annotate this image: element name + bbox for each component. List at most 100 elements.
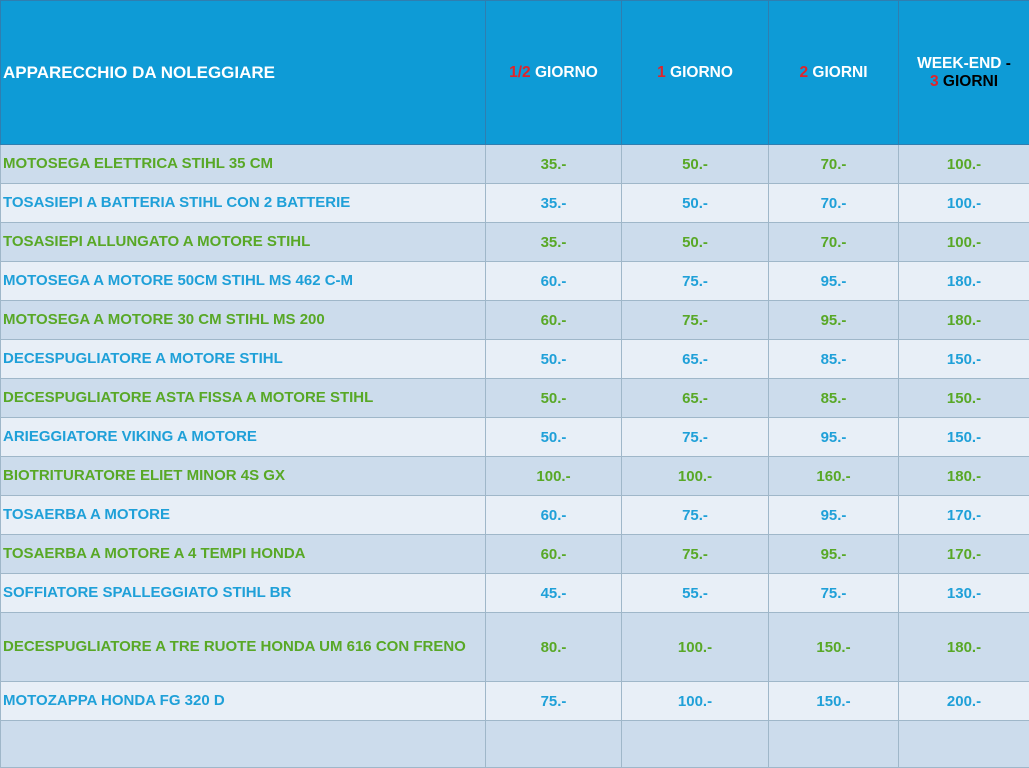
price-one-day: 65.-: [621, 378, 769, 418]
header-weekend: WEEK-END - 3 GIORNI: [898, 0, 1029, 145]
price-half-day: 60.-: [485, 534, 622, 574]
price-weekend: 180.-: [898, 300, 1029, 340]
header-two-days: 2 GIORNI: [768, 0, 899, 145]
price-weekend: 170.-: [898, 534, 1029, 574]
price-weekend: 150.-: [898, 339, 1029, 379]
header-half-day-number: 1/2: [509, 63, 531, 81]
price-half-day: 45.-: [485, 573, 622, 613]
price-two-days: 160.-: [768, 456, 899, 496]
price-weekend: 170.-: [898, 495, 1029, 535]
header-item: APPARECCHIO DA NOLEGGIARE: [0, 0, 486, 145]
header-one-day: 1 GIORNO: [621, 0, 769, 145]
price-half-day: 50.-: [485, 378, 622, 418]
price-weekend: 150.-: [898, 378, 1029, 418]
price-one-day: 50.-: [621, 183, 769, 223]
price-two-days: 70.-: [768, 222, 899, 262]
item-name: TOSASIEPI A BATTERIA STIHL CON 2 BATTERI…: [0, 183, 486, 223]
price-half-day: 100.-: [485, 456, 622, 496]
price-one-day: 100.-: [621, 456, 769, 496]
price-two-days: 95.-: [768, 261, 899, 301]
price-half-day: 50.-: [485, 417, 622, 457]
header-one-day-label: GIORNO: [670, 63, 733, 81]
price-half-day: 35.-: [485, 222, 622, 262]
item-name: SOFFIATORE SPALLEGGIATO STIHL BR: [0, 573, 486, 613]
price-one-day: 65.-: [621, 339, 769, 379]
price-weekend: 180.-: [898, 261, 1029, 301]
item-name: MOTOZAPPA HONDA FG 320 D: [0, 681, 486, 721]
item-name: DECESPUGLIATORE A MOTORE STIHL: [0, 339, 486, 379]
price-two-days: 85.-: [768, 339, 899, 379]
table-row: MOTOZAPPA HONDA FG 320 D 75.- 100.- 150.- 20…: [0, 681, 1029, 721]
price-half-day: 50.-: [485, 339, 622, 379]
price-two-days: 95.-: [768, 417, 899, 457]
table-row: TOSAERBA A MOTORE A 4 TEMPI HONDA 60.- 75.…: [0, 534, 1029, 574]
price-one-day: 75.-: [621, 495, 769, 535]
price-two-days: 95.-: [768, 300, 899, 340]
price-weekend: 150.-: [898, 417, 1029, 457]
price-two-days: 75.-: [768, 573, 899, 613]
item-name: DECESPUGLIATORE ASTA FISSA A MOTORE STIH…: [0, 378, 486, 418]
price-one-day: 75.-: [621, 417, 769, 457]
table-row: TOSASIEPI ALLUNGATO A MOTORE STIHL 35.- 50…: [0, 222, 1029, 262]
price-weekend: 100.-: [898, 183, 1029, 223]
table-row: ARIEGGIATORE VIKING A MOTORE 50.- 75.- 95.-…: [0, 417, 1029, 457]
item-name: TOSASIEPI ALLUNGATO A MOTORE STIHL: [0, 222, 486, 262]
table-row: MOTOSEGA ELETTRICA STIHL 35 CM 35.- 50.- 70…: [0, 144, 1029, 184]
table-row: BIOTRITURATORE ELIET MINOR 4S GX 100.- 100…: [0, 456, 1029, 496]
item-name: ARIEGGIATORE VIKING A MOTORE: [0, 417, 486, 457]
price-two-days: 95.-: [768, 534, 899, 574]
price-weekend: 100.-: [898, 144, 1029, 184]
table-header-row: APPARECCHIO DA NOLEGGIARE 1/2 GIORNO 1 G…: [0, 0, 1029, 145]
price-two-days: 85.-: [768, 378, 899, 418]
price-weekend: 200.-: [898, 681, 1029, 721]
price-one-day: 100.-: [621, 681, 769, 721]
price-one-day: 75.-: [621, 261, 769, 301]
price-one-day: 50.-: [621, 144, 769, 184]
price-one-day: 75.-: [621, 300, 769, 340]
price-one-day: 75.-: [621, 534, 769, 574]
price-two-days: 95.-: [768, 495, 899, 535]
price-two-days: 70.-: [768, 144, 899, 184]
header-half-day: 1/2 GIORNO: [485, 0, 622, 145]
table-row: DECESPUGLIATORE A MOTORE STIHL 50.- 65.- 85…: [0, 339, 1029, 379]
price-weekend: 180.-: [898, 456, 1029, 496]
price-one-day: 100.-: [621, 612, 769, 682]
price-half-day: 35.-: [485, 144, 622, 184]
price-half-day: 35.-: [485, 183, 622, 223]
price-half-day: 60.-: [485, 495, 622, 535]
header-two-days-number: 2: [799, 63, 809, 81]
price-half-day: 80.-: [485, 612, 622, 682]
header-item-label: APPARECCHIO DA NOLEGGIARE: [3, 62, 276, 82]
item-name: MOTOSEGA ELETTRICA STIHL 35 CM: [0, 144, 486, 184]
header-weekend-days: GIORNI: [942, 72, 999, 90]
table-row: TOSASIEPI A BATTERIA STIHL CON 2 BATTERI…: [0, 183, 1029, 223]
empty-cell: [0, 720, 486, 768]
header-half-day-label: GIORNO: [535, 63, 598, 81]
table-row: MOTOSEGA A MOTORE 30 CM STIHL MS 200 60.-…: [0, 300, 1029, 340]
table-row: DECESPUGLIATORE A TRE RUOTE HONDA UM 616…: [0, 612, 1029, 682]
empty-cell: [898, 720, 1029, 768]
header-weekend-label: WEEK-END: [917, 54, 1002, 72]
item-name: BIOTRITURATORE ELIET MINOR 4S GX: [0, 456, 486, 496]
price-half-day: 75.-: [485, 681, 622, 721]
header-weekend-number: 3: [929, 72, 939, 90]
item-name: DECESPUGLIATORE A TRE RUOTE HONDA UM 616…: [0, 612, 486, 682]
header-one-day-number: 1: [657, 63, 666, 81]
table-row: MOTOSEGA A MOTORE 50CM STIHL MS 462 C-M 6…: [0, 261, 1029, 301]
header-two-days-label: GIORNI: [812, 63, 868, 81]
price-one-day: 50.-: [621, 222, 769, 262]
price-half-day: 60.-: [485, 261, 622, 301]
item-name: TOSAERBA A MOTORE A 4 TEMPI HONDA: [0, 534, 486, 574]
empty-cell: [485, 720, 622, 768]
price-half-day: 60.-: [485, 300, 622, 340]
empty-cell: [768, 720, 899, 768]
price-one-day: 55.-: [621, 573, 769, 613]
header-weekend-dash: -: [1005, 54, 1011, 72]
table-row: SOFFIATORE SPALLEGGIATO STIHL BR 45.- 55.-…: [0, 573, 1029, 613]
item-name: TOSAERBA A MOTORE: [0, 495, 486, 535]
price-two-days: 70.-: [768, 183, 899, 223]
empty-cell: [621, 720, 769, 768]
price-two-days: 150.-: [768, 612, 899, 682]
empty-row: [0, 720, 1029, 768]
